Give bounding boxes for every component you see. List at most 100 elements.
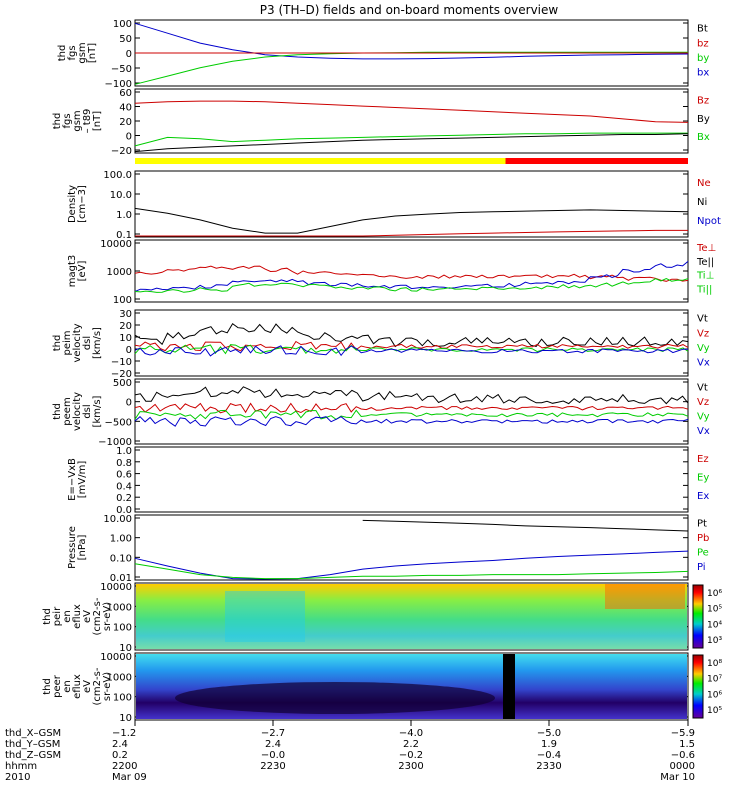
legend-entry: Pi — [697, 562, 706, 573]
y-axis-label-line: [cm−3] — [77, 185, 88, 223]
y-tick-label: 0 — [126, 398, 132, 409]
y-tick-label: −500 — [105, 417, 132, 428]
y-tick-label: 0.01 — [110, 573, 132, 584]
y-axis-label-line: en — [62, 680, 73, 693]
colorbar-tick-label: 10⁸ — [707, 659, 722, 669]
y-axis-label: thdpeerenefluxeV(cm2-s-sr-eV) — [42, 667, 113, 705]
series-line-Bx — [134, 132, 688, 147]
y-tick-label: 0.6 — [116, 470, 132, 481]
series-line-Ne — [135, 229, 688, 237]
legend-entry: Bx — [697, 132, 710, 143]
x-axis-value: 1.9 — [541, 739, 557, 750]
panel-frame — [134, 446, 689, 513]
y-tick-label: 10 — [119, 333, 132, 344]
panel-frame — [134, 309, 689, 377]
y-axis-label-line: thd — [52, 335, 63, 352]
y-axis-label-line: [km/s] — [92, 327, 103, 359]
x-axis-value: −0.2 — [399, 750, 423, 761]
series-line-Vt — [134, 386, 689, 405]
x-axis-row-label: thd_Y–GSM — [5, 739, 60, 750]
y-axis-label-line: eV — [82, 610, 93, 623]
y-tick-label: 10000 — [100, 582, 132, 593]
y-axis-label-line: thd — [57, 45, 68, 62]
y-axis-label-line: thd — [42, 678, 53, 695]
y-tick-label: 1.0 — [116, 210, 132, 221]
y-tick-label: 60 — [119, 88, 132, 99]
legend-entry: Ne — [697, 178, 711, 189]
y-axis-label-line: Pressure — [67, 526, 78, 569]
velocity-component-green — [134, 409, 689, 421]
y-axis-label: thdpeimvelocitydsl[km/s] — [52, 323, 103, 362]
legend-entry: Ez — [697, 454, 709, 465]
y-tick-label: 0 — [126, 132, 132, 143]
x-axis-value: 0.2 — [112, 750, 128, 761]
colorbar-tick-label: 10⁵ — [707, 706, 722, 716]
y-axis-label-line: magt3 — [67, 255, 78, 288]
chart-title: P3 (TH–D) fields and on-board moments ov… — [260, 3, 559, 17]
y-axis-label-line: eV — [82, 680, 93, 693]
colorbar-tick-label: 10³ — [707, 636, 722, 646]
x-axis-row-label: hhmm — [5, 761, 37, 772]
y-axis-label: thdpeirenefluxeV(cm2-s-sr-eV) — [42, 597, 113, 635]
series-line-Vt — [134, 322, 689, 348]
colorbar — [692, 584, 704, 649]
y-axis-label-line: eflux — [72, 604, 83, 629]
y-tick-label: 100 — [113, 19, 132, 30]
x-axis-value: −1.2 — [112, 728, 136, 739]
x-axis-value: −4.0 — [399, 728, 423, 739]
y-axis-label-line: (cm2-s- — [92, 667, 103, 705]
y-axis-label-line: dsl — [82, 404, 93, 418]
series-line-Pe — [134, 563, 689, 580]
y-axis-label: thdfgsgsm[nT] — [57, 42, 98, 63]
x-axis-row-label: thd_Z–GSM — [5, 750, 61, 761]
y-tick-label: −50 — [111, 64, 132, 75]
y-axis-label-line: fgs — [67, 45, 78, 60]
y-tick-label: 10.00 — [103, 514, 132, 525]
legend-entry: Pe — [697, 547, 709, 558]
y-axis-label-line: gsm — [77, 42, 88, 63]
x-axis-value: −0.0 — [261, 750, 285, 761]
heatmap-dense-region — [175, 682, 495, 714]
y-axis-label-line: (cm2-s- — [92, 597, 103, 635]
y-axis-label-line: velocity — [72, 392, 83, 431]
series-line-Te⊥ — [134, 265, 689, 282]
y-tick-label: 40 — [119, 103, 132, 114]
y-axis-label-line: [eV] — [77, 261, 88, 282]
legend-entry: By — [697, 114, 710, 125]
colorbar-tick-label: 10⁴ — [707, 620, 722, 630]
y-axis-label-line: [km/s] — [92, 395, 103, 427]
velocity-component-blue — [134, 416, 689, 427]
y-tick-label: 500 — [113, 378, 132, 389]
colorbar-tick-label: 10⁶ — [707, 589, 722, 599]
legend-entry: Ex — [697, 491, 709, 502]
mode-bar-segment — [135, 158, 506, 164]
y-axis-label-line: peir — [52, 606, 63, 626]
x-axis-value: −5.9 — [671, 728, 695, 739]
x-axis-value: 2230 — [260, 761, 285, 772]
y-axis-label-line: fgs — [62, 113, 73, 128]
legend-entry: Npot — [697, 216, 721, 227]
velocity-component-blue — [134, 345, 689, 357]
panel-8: 10.00 1.00 0.10 0.01 Pressure[nPa] Pt Pb Pe Pi — [67, 514, 709, 584]
panel-frame — [134, 378, 689, 445]
legend-entry: Pt — [697, 519, 707, 530]
heatmap-hot-region — [605, 584, 685, 609]
series-line-By — [134, 133, 689, 153]
x-axis-value: Mar 09 — [112, 772, 147, 783]
x-axis-value: 1.5 — [679, 739, 695, 750]
panel-2: 60 40 20 0 −20 thdfgsgsm– t89[nT] Bz By Bx — [52, 88, 710, 164]
y-axis-label-line: thd — [52, 113, 63, 130]
x-axis-value: −2.7 — [261, 728, 285, 739]
x-axis-value: Mar 10 — [660, 772, 695, 783]
y-axis-label-line: gsm — [72, 110, 83, 131]
panel-frame — [134, 170, 689, 238]
legend-entry: Ti|| — [696, 284, 712, 295]
y-tick-label: 20 — [119, 321, 132, 332]
y-axis-label-line: E=−VxB — [67, 458, 78, 501]
y-axis-label: thdfgsgsm– t89[nT] — [52, 109, 103, 134]
x-axis-row-label: thd_X–GSM — [5, 728, 61, 739]
heatmap-cool-region — [225, 591, 305, 642]
x-axis-value: 2200 — [112, 761, 137, 772]
y-axis-label: thdpeemvelocitydsl[km/s] — [52, 392, 103, 431]
